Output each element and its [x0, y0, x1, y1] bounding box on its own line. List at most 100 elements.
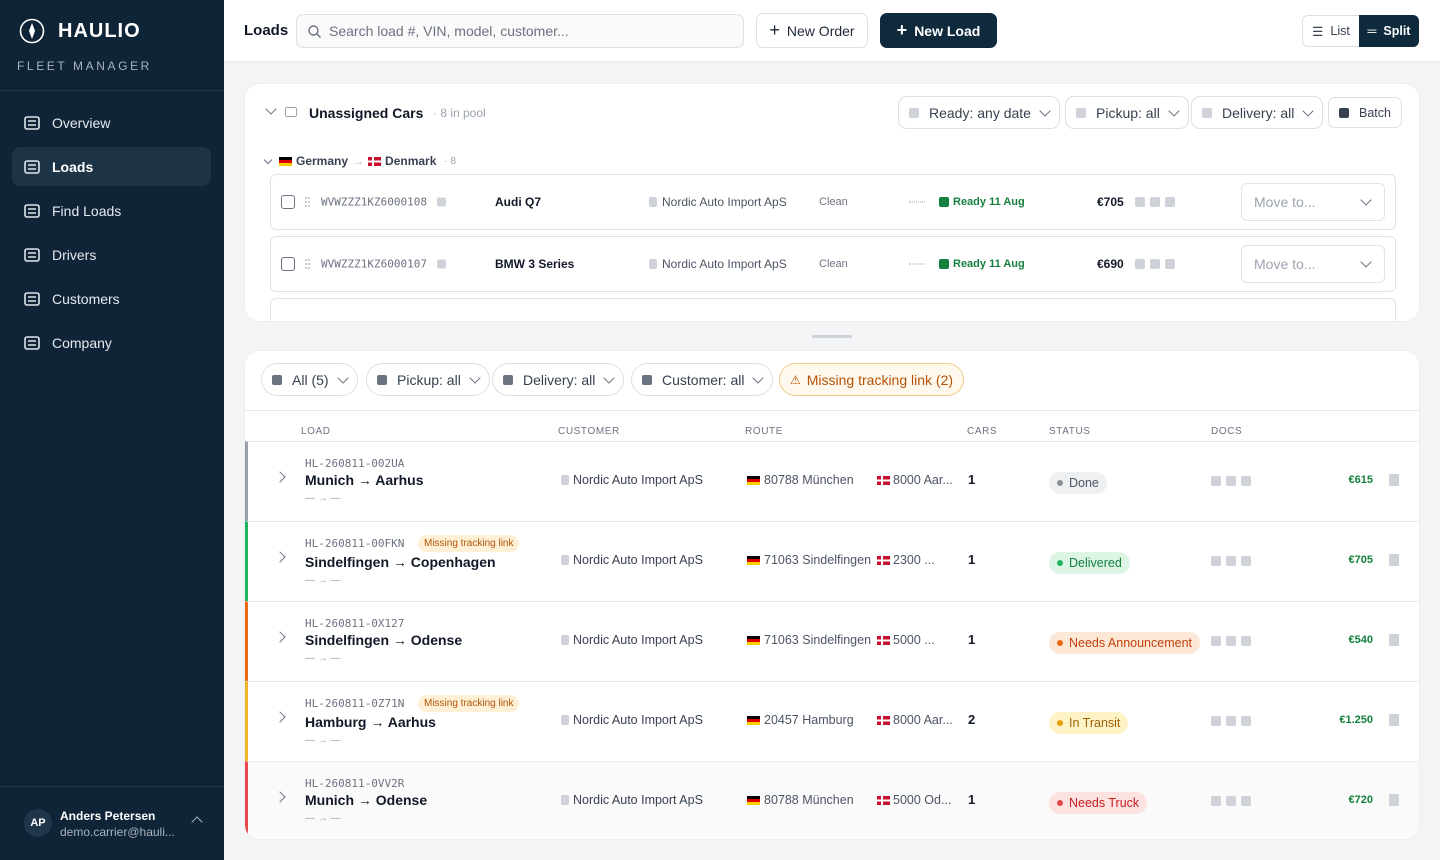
load-row[interactable]: HL-260811-00FKN Missing tracking link Sind…	[245, 521, 1419, 601]
split-view-button[interactable]: ═ Split	[1359, 15, 1419, 47]
status-label: Delivered	[1069, 556, 1122, 570]
photo-icon	[1226, 636, 1236, 646]
nav-label: Drivers	[52, 246, 97, 263]
checkbox[interactable]	[281, 195, 295, 209]
load-filter[interactable]: Customer: all	[631, 363, 774, 396]
pool-filter[interactable]: Delivery: all	[1191, 96, 1324, 129]
load-dates: — → —	[305, 735, 341, 746]
doc-icon	[1211, 716, 1221, 726]
link-icon	[909, 263, 925, 265]
nav-item[interactable]: Company	[12, 323, 211, 362]
expand-chevron[interactable]	[274, 551, 286, 563]
customer: Nordic Auto Import ApS	[573, 473, 703, 487]
delete-button[interactable]	[1389, 794, 1399, 806]
collapse-toggle[interactable]	[265, 103, 277, 115]
route-from: 71063 Sindelfingen	[764, 633, 872, 647]
new-order-button[interactable]: + New Order	[756, 13, 868, 48]
route-to: 5000 Od...	[893, 793, 952, 807]
nav-item[interactable]: Overview	[12, 103, 211, 142]
button-label: List	[1330, 24, 1350, 38]
pool-filter[interactable]: Pickup: all	[1065, 96, 1189, 129]
vin: WVWZZZ1KZ6000107	[321, 257, 427, 271]
filter-label: Ready: any date	[929, 104, 1031, 121]
group-to: Denmark	[385, 154, 437, 168]
price: €705	[1348, 554, 1373, 566]
button-label: Batch	[1359, 105, 1391, 120]
drag-handle	[305, 197, 310, 207]
expand-chevron[interactable]	[274, 471, 286, 483]
pool-filter[interactable]: Ready: any date	[898, 96, 1060, 129]
status-dot	[1057, 800, 1063, 806]
flag	[747, 476, 760, 485]
nav-item[interactable]: Find Loads	[12, 191, 211, 230]
status-badge: Delivered	[1049, 552, 1130, 574]
resize-handle[interactable]	[812, 335, 852, 338]
route-to: 8000 Aar...	[893, 713, 953, 727]
delete-button[interactable]	[1389, 714, 1399, 726]
divider	[0, 90, 224, 91]
expand-chevron[interactable]	[274, 631, 286, 643]
load-dates: — → —	[305, 493, 341, 504]
load-row[interactable]: HL-260811-0Z71N Missing tracking link Hamb…	[245, 681, 1419, 761]
warning-badge: Missing tracking link	[418, 695, 520, 712]
button-label: New Load	[914, 22, 981, 39]
checkbox[interactable]	[281, 257, 295, 271]
delete-button[interactable]	[1389, 634, 1399, 646]
status-dot	[1057, 560, 1063, 566]
model: BMW 3 Series	[495, 257, 575, 271]
user-menu[interactable]	[191, 816, 203, 828]
route-to: 8000 Aar...	[893, 473, 953, 487]
price: €720	[1348, 794, 1373, 806]
load-filter[interactable]: Pickup: all	[366, 363, 490, 396]
load-filter[interactable]: All (5)	[261, 363, 358, 396]
flag	[747, 556, 760, 565]
delete-button[interactable]	[1389, 474, 1399, 486]
list-view-button[interactable]: ☰ List	[1302, 15, 1360, 47]
car-count: 1	[968, 472, 976, 487]
status-label: Needs Truck	[1069, 796, 1140, 810]
status-badge: In Transit	[1049, 712, 1129, 734]
topbar: Loads Search load #, VIN, model, custome…	[224, 0, 1440, 62]
table-header: LOAD CUSTOMER ROUTE CARS STATUS DOCS	[245, 410, 1419, 442]
status-label: Needs Announcement	[1069, 636, 1193, 650]
building-icon	[561, 715, 569, 725]
move-select[interactable]: Move to...	[1241, 245, 1385, 283]
filter-icon	[1076, 107, 1086, 118]
delete-button[interactable]	[1389, 554, 1399, 566]
search-input[interactable]: Search load #, VIN, model, customer...	[296, 14, 744, 48]
search-placeholder: Search load #, VIN, model, customer...	[329, 23, 569, 39]
building-icon	[561, 635, 569, 645]
load-filter[interactable]: Delivery: all	[492, 363, 625, 396]
dropdown-chevron	[336, 371, 349, 384]
price: €1.250	[1339, 714, 1373, 726]
status-label: In Transit	[1069, 716, 1121, 730]
link-icon	[909, 201, 925, 203]
dropdown-chevron	[603, 371, 616, 384]
photo-icon	[1226, 476, 1236, 486]
move-select[interactable]: Move to...	[1241, 183, 1385, 221]
nav-item[interactable]: Drivers	[12, 235, 211, 274]
load-dates: — → —	[305, 575, 341, 586]
load-row[interactable]: HL-260811-002UA Munich → Aarhus — → — Nordi…	[245, 441, 1419, 521]
doc-icon	[1135, 197, 1145, 207]
batch-button[interactable]: Batch	[1328, 97, 1402, 128]
filter-label: Delivery: all	[1222, 104, 1295, 121]
ready-date: Ready 11 Aug	[953, 196, 1025, 208]
load-row[interactable]: HL-260811-0X127 Sindelfingen → Odense — → …	[245, 601, 1419, 681]
nav-icon	[24, 159, 40, 174]
new-load-button[interactable]: + New Load	[880, 13, 997, 48]
nav-label: Find Loads	[52, 202, 122, 219]
user-name: Anders Petersen	[60, 809, 156, 823]
missing-tracking-filter[interactable]: ⚠ Missing tracking link (2)	[779, 363, 965, 396]
load-dates: — → —	[305, 653, 341, 664]
nav-item[interactable]: Loads	[12, 147, 211, 186]
column-header: LOAD	[301, 426, 331, 437]
expand-chevron[interactable]	[274, 711, 286, 723]
flag	[747, 716, 760, 725]
logo	[19, 18, 45, 44]
expand-chevron[interactable]	[274, 791, 286, 803]
nav-item[interactable]: Customers	[12, 279, 211, 318]
load-row[interactable]: HL-260811-0VV2R Munich → Odense — → — Nordi…	[245, 761, 1419, 839]
condition: Clean	[819, 196, 848, 208]
filter-icon	[377, 374, 387, 385]
